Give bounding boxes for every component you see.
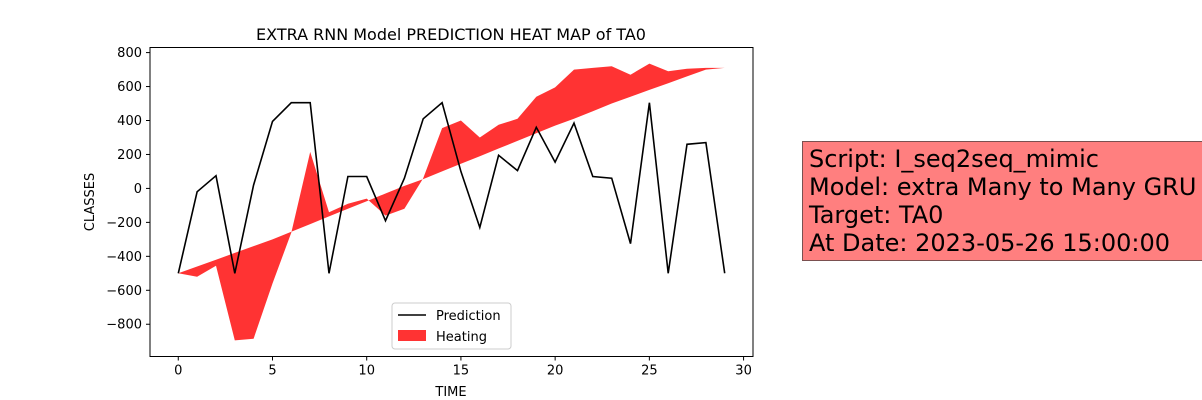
info-box: Script: I_seq2seq_mimic Model: extra Man… xyxy=(802,141,1202,261)
heating-area-layer xyxy=(178,63,725,341)
x-tick-label: 30 xyxy=(735,364,752,379)
y-tick-label: −200 xyxy=(106,216,142,231)
x-tick-label: 15 xyxy=(453,364,470,379)
info-target: Target: TA0 xyxy=(809,201,944,229)
y-tick-label: 800 xyxy=(117,46,142,61)
x-axis: 0 5 10 15 20 25 30 xyxy=(174,356,752,379)
prediction-line-layer xyxy=(177,101,726,274)
legend: Prediction Heating xyxy=(391,302,512,350)
x-tick-label: 10 xyxy=(358,364,375,379)
y-tick-label: −400 xyxy=(106,250,142,265)
y-axis: −800 −600 −400 −200 0 200 400 600 800 xyxy=(106,46,150,333)
info-date: At Date: 2023-05-26 15:00:00 xyxy=(809,229,1171,257)
y-tick-label: 600 xyxy=(117,80,142,95)
info-script: Script: I_seq2seq_mimic xyxy=(809,145,1099,173)
x-tick-label: 5 xyxy=(268,364,276,379)
info-model: Model: extra Many to Many GRU xyxy=(809,173,1197,201)
y-axis-label: CLASSES xyxy=(83,173,98,231)
x-axis-label: TIME xyxy=(434,385,466,400)
y-tick-label: −600 xyxy=(106,284,142,299)
heating-area xyxy=(178,63,725,341)
y-tick-label: 400 xyxy=(117,114,142,129)
y-tick-label: 0 xyxy=(134,182,142,197)
y-tick-label: −800 xyxy=(106,318,142,333)
plot-frame xyxy=(149,47,754,357)
x-tick-label: 25 xyxy=(641,364,658,379)
legend-heating-swatch xyxy=(398,330,426,341)
x-tick-label: 20 xyxy=(547,364,564,379)
chart-title: EXTRA RNN Model PREDICTION HEAT MAP of T… xyxy=(256,25,646,44)
legend-prediction-label: Prediction xyxy=(436,309,501,324)
prediction-line xyxy=(177,101,726,274)
x-tick-label: 0 xyxy=(174,364,182,379)
legend-heating-label: Heating xyxy=(436,330,487,345)
y-tick-label: 200 xyxy=(117,148,142,163)
